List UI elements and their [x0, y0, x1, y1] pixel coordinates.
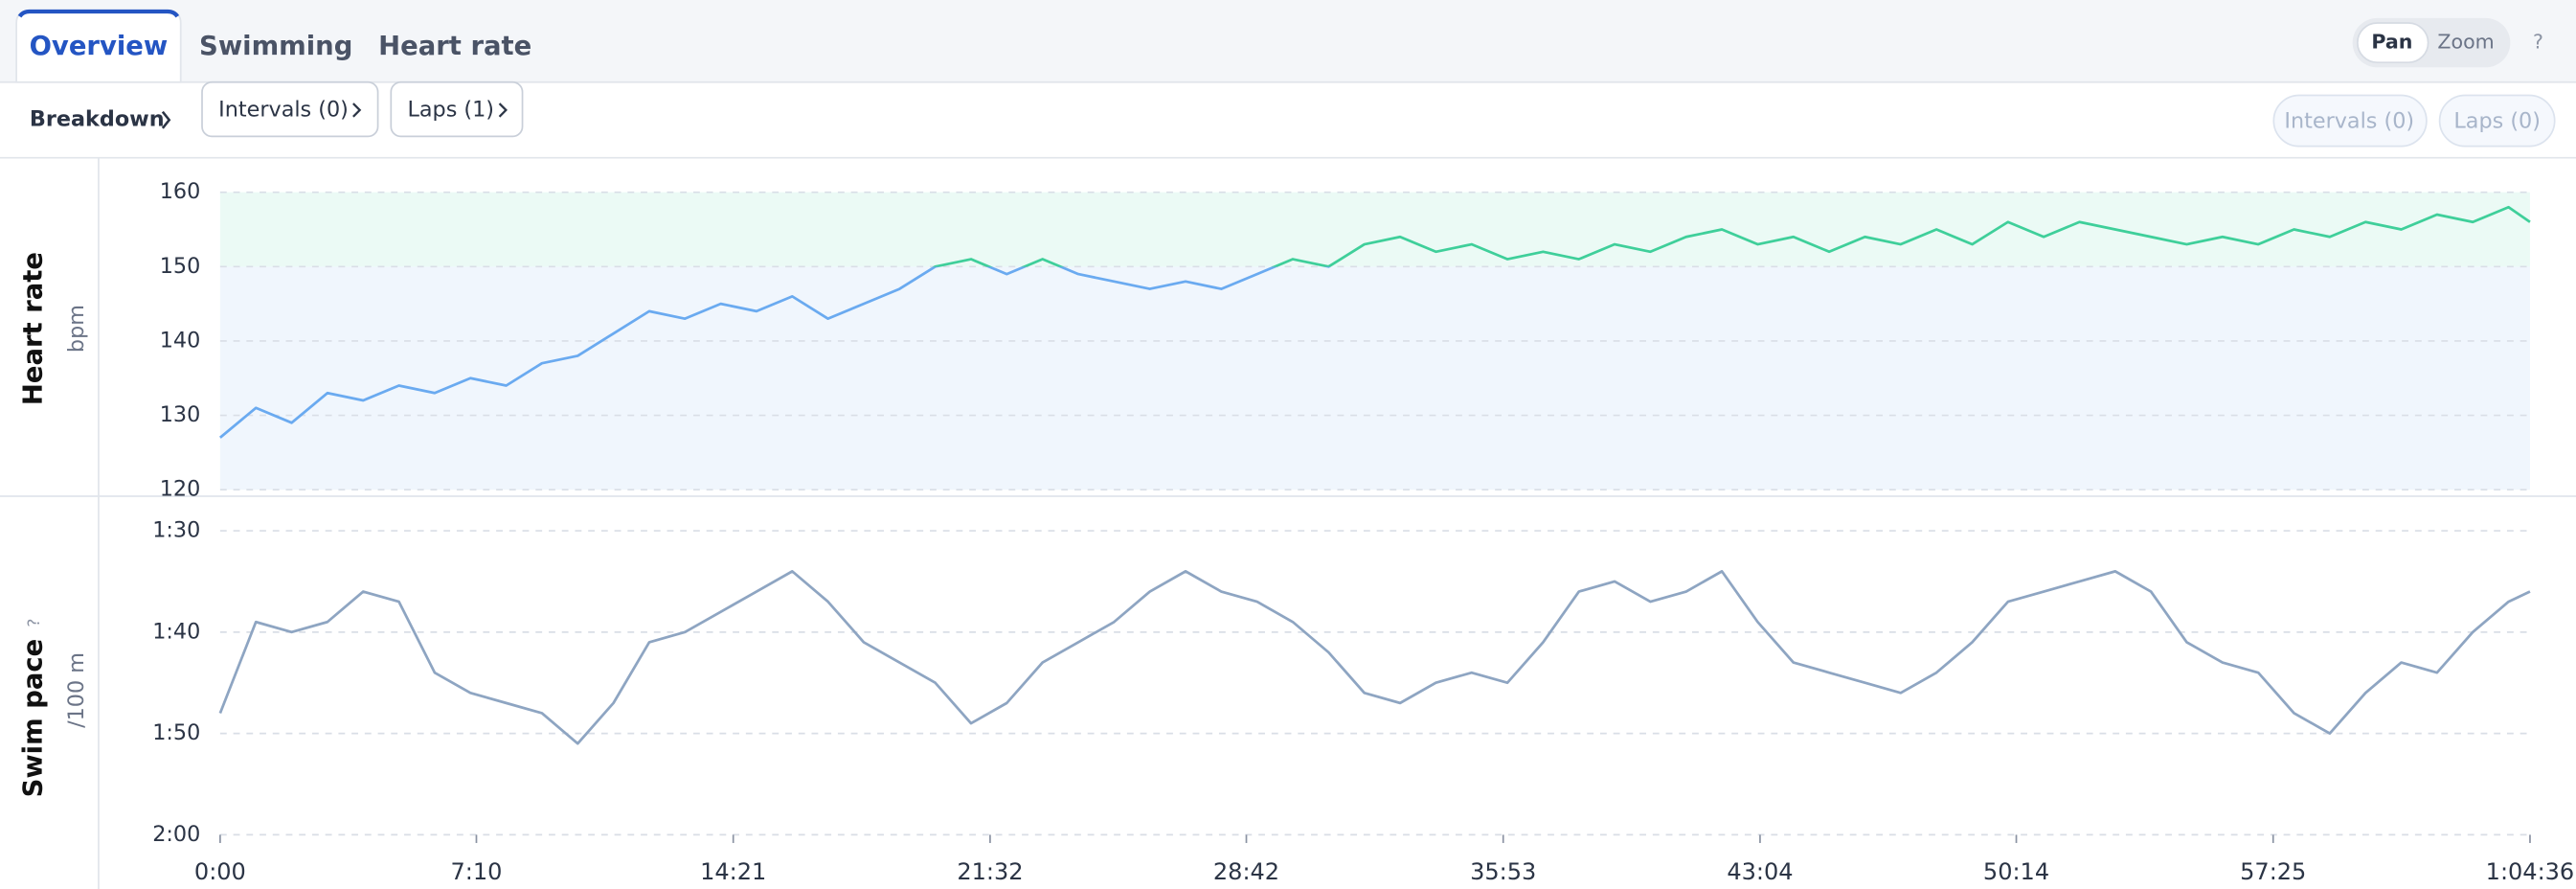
y-tick-label: 1:40 — [152, 619, 200, 644]
intervals-label[interactable]: Intervals (0) — [218, 97, 349, 122]
tab[interactable]: Overview — [30, 32, 169, 61]
zone-band — [219, 266, 2530, 490]
y-axis-unit: /100 m — [64, 652, 89, 728]
pan-button[interactable]: Pan — [2371, 31, 2412, 54]
x-tick-label: 21:32 — [957, 858, 1023, 885]
mode-active — [2356, 22, 2429, 64]
breakdown-label[interactable]: Breakdown — [30, 107, 165, 132]
laps-filter[interactable] — [2438, 94, 2556, 148]
chevron — [352, 103, 362, 118]
intervals-filter-label[interactable]: Intervals (0) — [2284, 108, 2414, 133]
zone-band — [219, 192, 2530, 267]
help-button[interactable]: ? — [2533, 31, 2543, 54]
tab[interactable]: Heart rate — [378, 32, 531, 61]
x-tick-label: 1:04:36 — [2486, 858, 2575, 885]
y-axis-title: Heart rate — [19, 252, 49, 405]
x-tick-label: 7:10 — [451, 858, 503, 885]
x-tick-label: 0:00 — [194, 858, 246, 885]
x-tick-label: 35:53 — [1470, 858, 1536, 885]
chevron — [161, 110, 171, 129]
laps-button[interactable] — [390, 80, 524, 138]
x-tick-label: 50:14 — [1983, 858, 2049, 885]
y-tick-label: 140 — [160, 328, 201, 353]
y-axis-unit: bpm — [64, 305, 89, 353]
y-tick-label: 1:50 — [152, 720, 200, 745]
active-tab-accent — [17, 9, 180, 18]
data-line — [218, 570, 2531, 745]
chevron — [498, 103, 508, 118]
laps-filter-label[interactable]: Laps (0) — [2453, 108, 2541, 133]
tab-bar — [0, 0, 2576, 82]
data-line — [219, 205, 2531, 439]
y-axis-title: Swim pace — [19, 639, 49, 798]
x-tick-label: 28:42 — [1213, 858, 1279, 885]
help-icon[interactable]: ? — [25, 619, 44, 627]
tab[interactable]: Swimming — [199, 32, 352, 61]
y-tick-label: 1:30 — [152, 518, 200, 543]
intervals-filter[interactable] — [2272, 94, 2428, 148]
y-tick-label: 2:00 — [152, 822, 200, 847]
x-tick-label: 14:21 — [700, 858, 766, 885]
x-tick-label: 43:04 — [1727, 858, 1793, 885]
y-tick-label: 120 — [160, 477, 201, 502]
y-tick-label: 150 — [160, 254, 201, 279]
intervals-button[interactable] — [201, 80, 379, 138]
laps-label[interactable]: Laps (1) — [407, 97, 494, 122]
y-tick-label: 160 — [160, 179, 201, 204]
zoom-button[interactable]: Zoom — [2437, 31, 2494, 54]
x-tick-label: 57:25 — [2240, 858, 2306, 885]
y-tick-label: 130 — [160, 402, 201, 427]
